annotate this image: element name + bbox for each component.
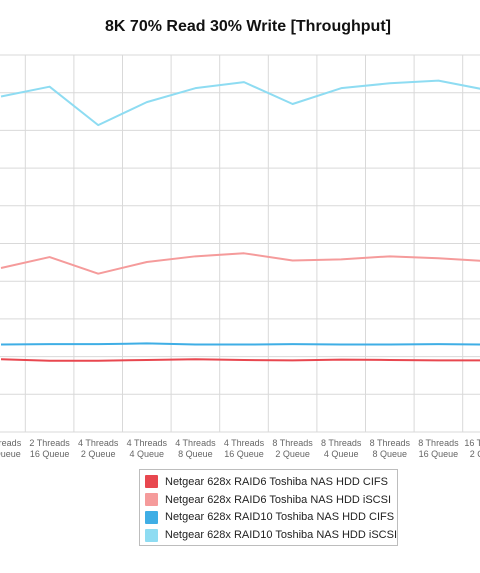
x-tick-label: 8 Threads 4 Queue bbox=[321, 438, 362, 459]
legend-swatch bbox=[145, 510, 158, 524]
series-line bbox=[0, 79, 480, 127]
legend: Netgear 628x RAID6 Toshiba NAS HDD CIFS … bbox=[139, 469, 398, 546]
legend-item[interactable]: Netgear 628x RAID10 Toshiba NAS HDD iSCS… bbox=[145, 526, 397, 544]
legend-swatch bbox=[145, 493, 158, 507]
x-tick-label: 4 Threads 2 Queue bbox=[78, 438, 119, 459]
series-line bbox=[0, 252, 480, 275]
legend-label: Netgear 628x RAID10 Toshiba NAS HDD CIFS bbox=[165, 511, 395, 524]
x-tick-label: 8 Threads 2 Queue bbox=[272, 438, 313, 459]
legend-item[interactable]: Netgear 628x RAID10 Toshiba NAS HDD CIFS bbox=[145, 509, 397, 527]
legend-swatch bbox=[145, 528, 158, 542]
x-tick-label: 8 Threads 16 Queue bbox=[418, 438, 459, 459]
x-tick-label: 8 Threads 8 Queue bbox=[370, 438, 411, 459]
legend-swatch bbox=[145, 475, 158, 489]
legend-item[interactable]: Netgear 628x RAID6 Toshiba NAS HDD iSCSI bbox=[145, 491, 397, 509]
x-tick-label: 2 Threads 16 Queue bbox=[29, 438, 70, 459]
series-line bbox=[0, 342, 480, 346]
x-tick-label: 4 Threads 16 Queue bbox=[224, 438, 265, 459]
legend-label: Netgear 628x RAID10 Toshiba NAS HDD iSCS… bbox=[164, 529, 397, 542]
legend-label: Netgear 628x RAID6 Toshiba NAS HDD CIFS bbox=[165, 475, 388, 488]
legend-label: Netgear 628x RAID6 Toshiba NAS HDD iSCSI bbox=[165, 493, 392, 506]
legend-item[interactable]: Netgear 628x RAID6 Toshiba NAS HDD CIFS bbox=[145, 473, 397, 491]
series-line bbox=[0, 358, 480, 362]
x-tick-label: 4 Threads 8 Queue bbox=[175, 438, 216, 459]
series-lines bbox=[0, 79, 480, 362]
x-tick-label: 4 Threads 4 Queue bbox=[127, 438, 168, 459]
chart-title: 8K 70% Read 30% Write [Throughput] bbox=[105, 18, 391, 35]
grid-lines bbox=[0, 54, 480, 433]
